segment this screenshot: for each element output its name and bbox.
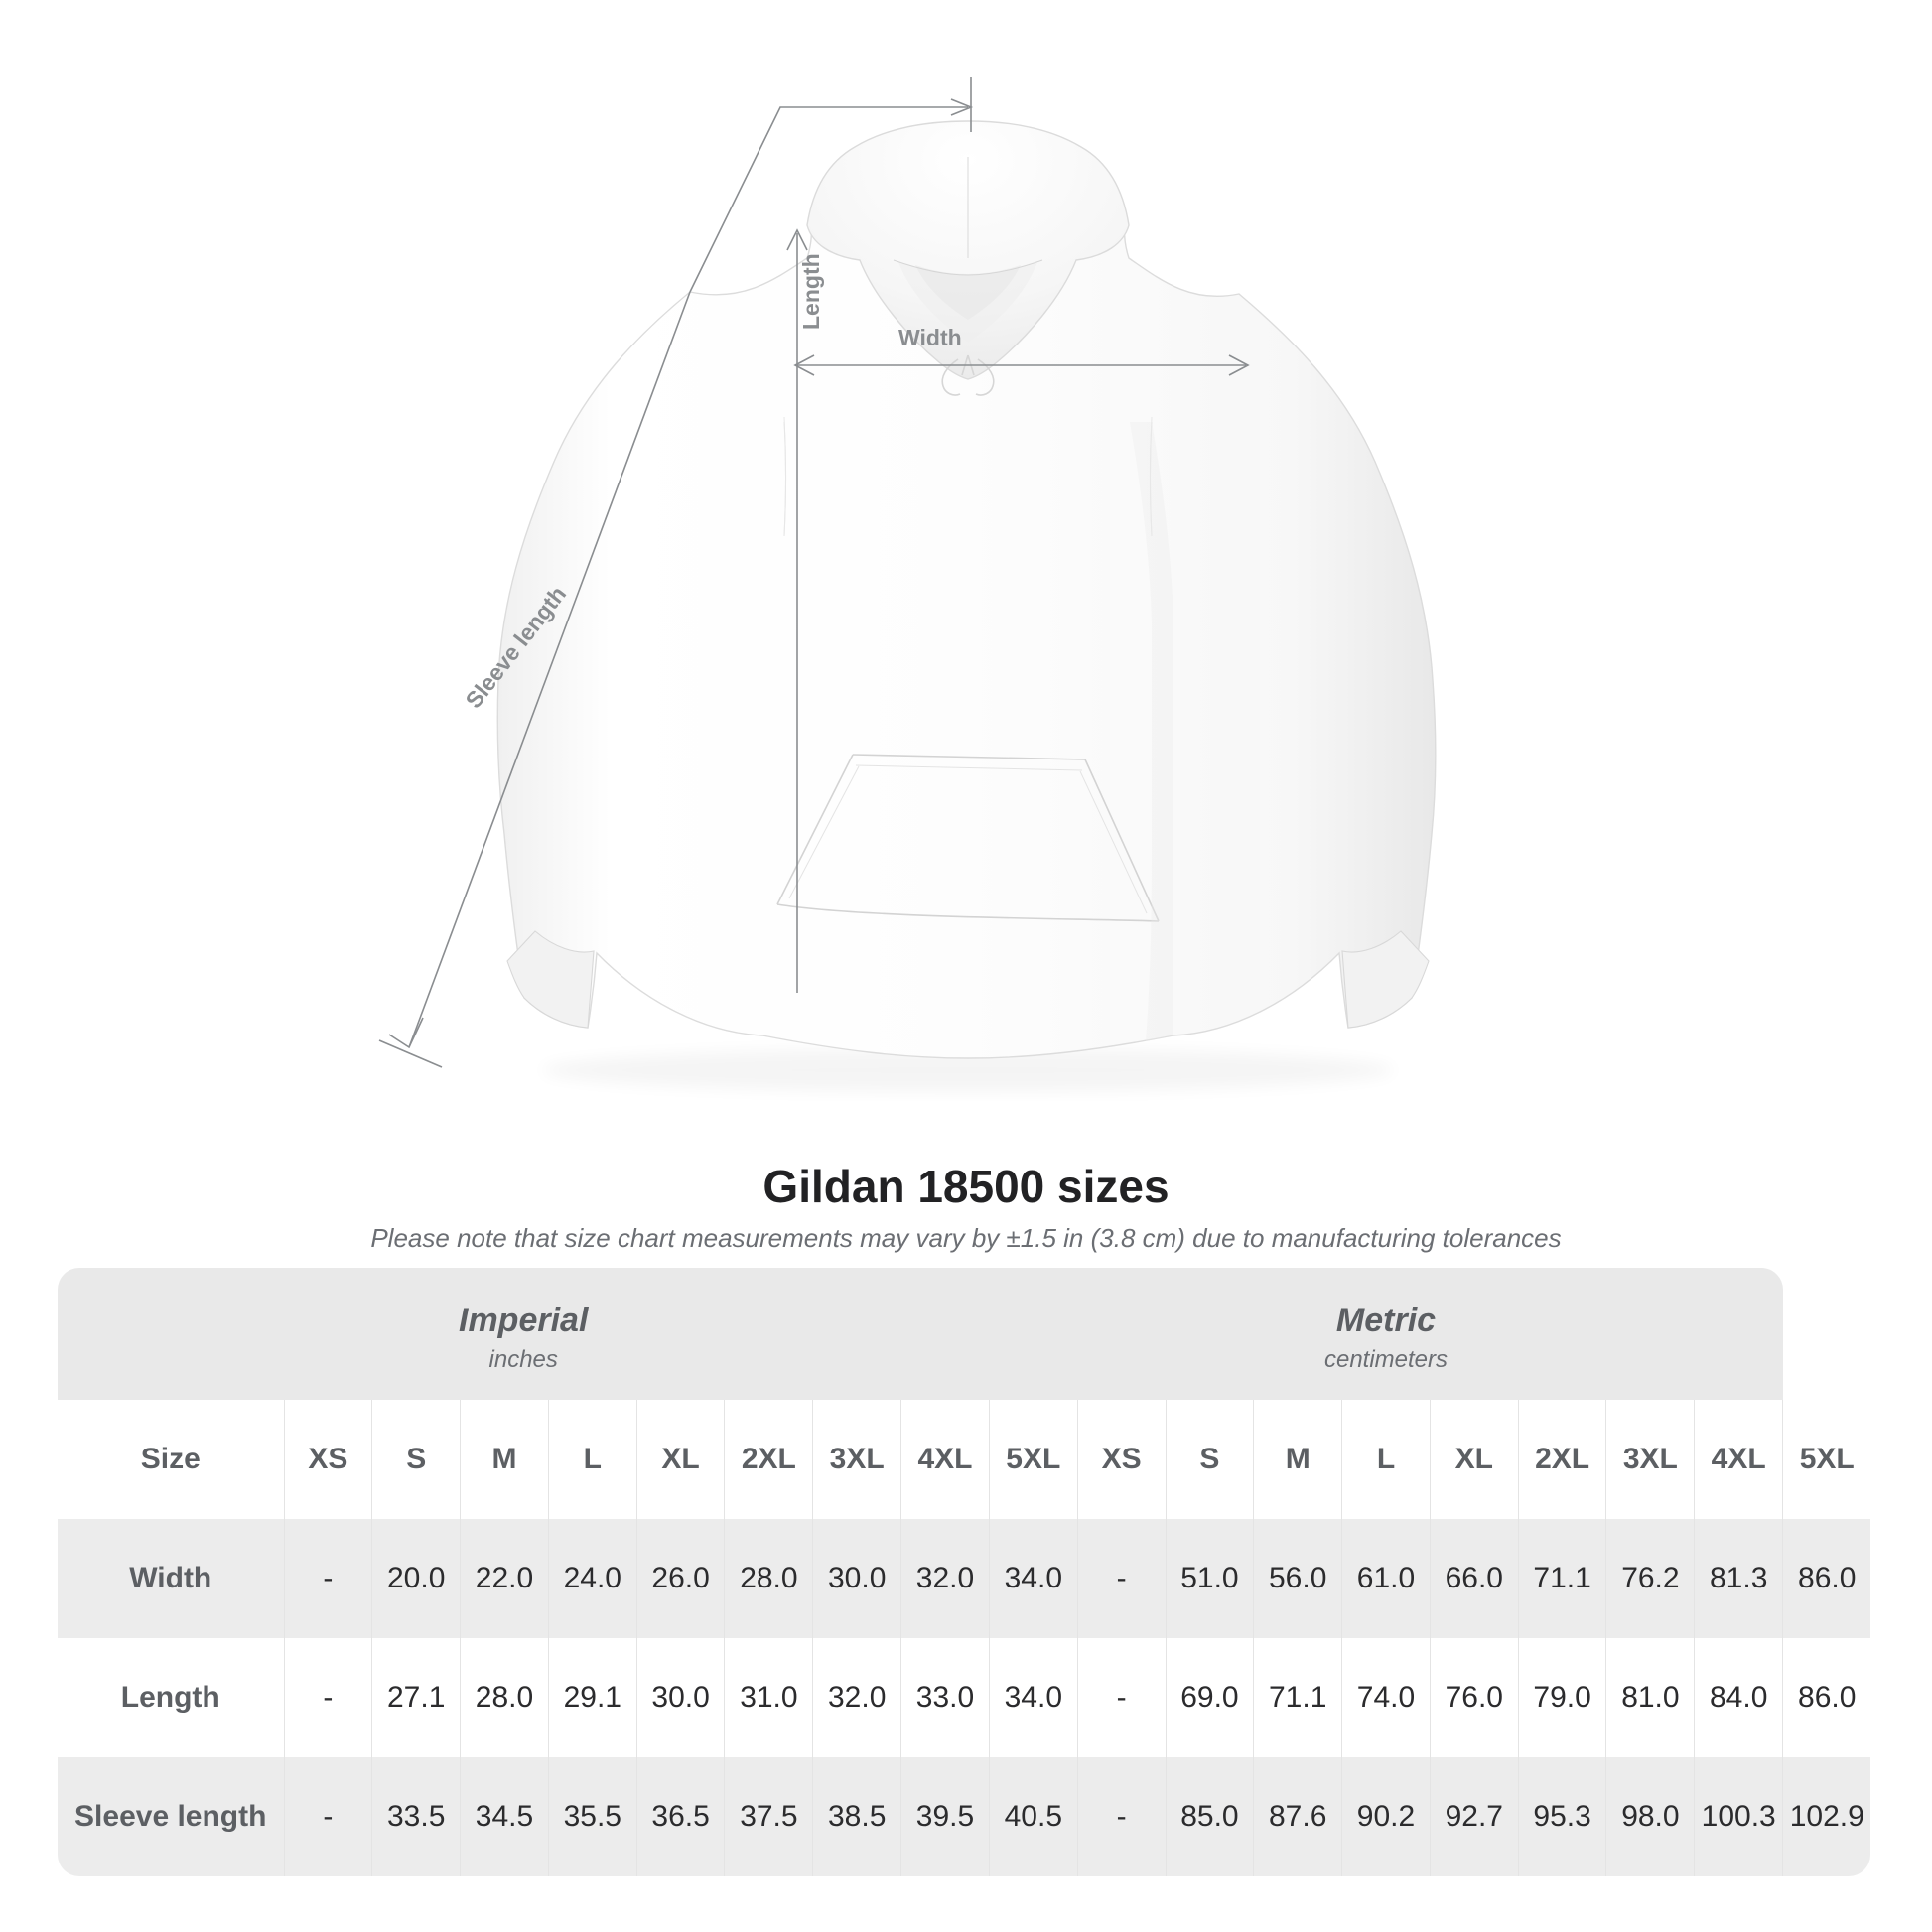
svg-text:Length: Length [798, 253, 824, 330]
svg-text:Width: Width [898, 325, 962, 350]
